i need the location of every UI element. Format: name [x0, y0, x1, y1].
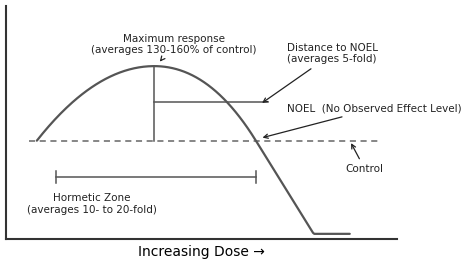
- Text: Distance to NOEL
(averages 5-fold): Distance to NOEL (averages 5-fold): [263, 43, 378, 102]
- Text: Control: Control: [346, 144, 384, 174]
- X-axis label: Increasing Dose →: Increasing Dose →: [137, 245, 264, 259]
- Text: Maximum response
(averages 130-160% of control): Maximum response (averages 130-160% of c…: [91, 33, 256, 61]
- Text: Hormetic Zone
(averages 10- to 20-fold): Hormetic Zone (averages 10- to 20-fold): [27, 193, 156, 215]
- Text: NOEL  (No Observed Effect Level): NOEL (No Observed Effect Level): [264, 103, 462, 138]
